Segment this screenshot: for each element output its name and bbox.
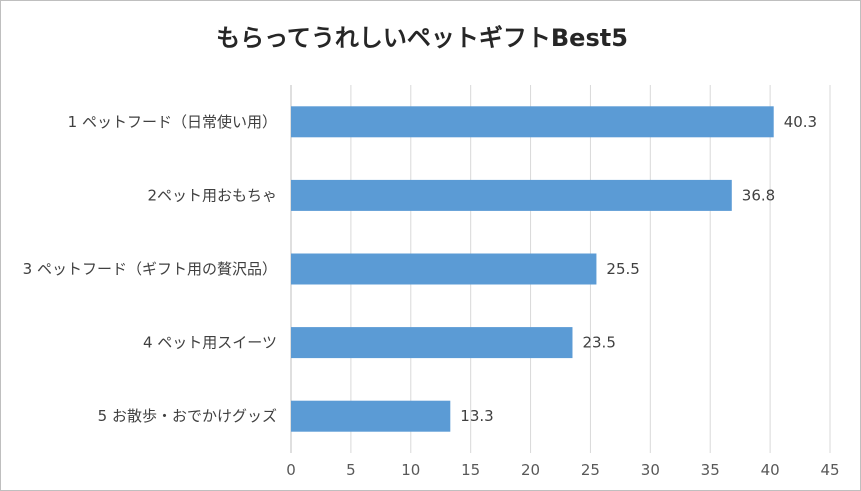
x-tick-label: 5 xyxy=(346,461,356,479)
x-tick-label: 30 xyxy=(641,461,660,479)
x-tick-label: 15 xyxy=(461,461,480,479)
category-labels: 1 ペットフード（日常使い用） 2ペット用おもちゃ 3 ペットフード（ギフト用の贅沢… xyxy=(23,113,277,425)
data-label: 40.3 xyxy=(784,113,817,131)
category-label: 2ペット用おもちゃ xyxy=(147,186,277,204)
x-tick-label: 35 xyxy=(701,461,720,479)
bar xyxy=(291,253,597,285)
bar xyxy=(291,400,451,432)
bar xyxy=(291,327,573,359)
category-label: 4 ペット用スイーツ xyxy=(143,334,277,352)
bar xyxy=(291,179,732,211)
bars xyxy=(291,106,774,432)
x-tick-label: 20 xyxy=(521,461,540,479)
x-tick-label: 0 xyxy=(286,461,296,479)
data-label: 25.5 xyxy=(606,260,639,278)
data-label: 36.8 xyxy=(742,186,775,204)
bar xyxy=(291,106,774,138)
data-label: 13.3 xyxy=(460,407,493,425)
category-label: 1 ペットフード（日常使い用） xyxy=(68,113,277,131)
x-tick-label: 40 xyxy=(761,461,780,479)
chart-title: もらってうれしいペットギフトBest5 xyxy=(216,24,628,52)
x-tick-label: 10 xyxy=(401,461,420,479)
x-tick-label: 45 xyxy=(820,461,839,479)
data-label: 23.5 xyxy=(582,334,615,352)
category-label: 3 ペットフード（ギフト用の贅沢品） xyxy=(23,260,277,278)
x-tick-label: 25 xyxy=(581,461,600,479)
category-label: 5 お散歩・おでかけグッズ xyxy=(98,407,277,425)
data-labels: 40.3 36.8 25.5 23.5 13.3 xyxy=(460,113,817,425)
x-axis-ticks: 0 5 10 15 20 25 30 35 40 45 xyxy=(286,461,839,479)
